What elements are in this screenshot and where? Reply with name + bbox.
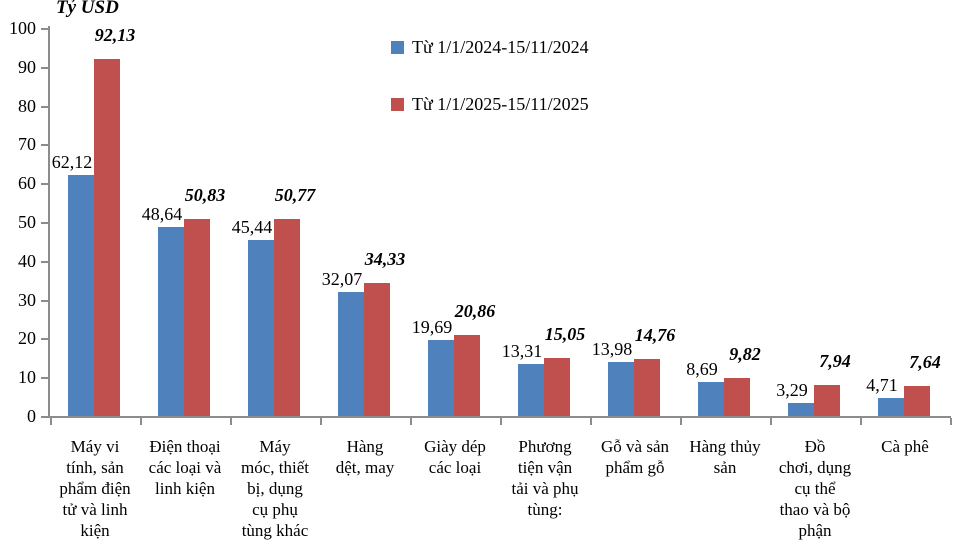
x-axis-tick-mark (680, 418, 682, 425)
value-label-2024-5: 19,69 (411, 317, 453, 337)
value-label-2025-1: 92,13 (94, 25, 136, 45)
x-axis-tick-mark (320, 418, 322, 425)
bar-2025-8 (724, 378, 750, 416)
value-label-2024-9: 3,29 (776, 380, 808, 400)
value-label-2025-9: 7,94 (819, 351, 851, 371)
bar-2025-9 (814, 385, 840, 416)
y-axis-tick-label: 80 (18, 95, 36, 116)
legend-swatch-2025-icon (391, 97, 404, 111)
value-label-2025-4: 34,33 (364, 249, 406, 269)
bar-2025-7 (634, 359, 660, 416)
y-axis-tick-mark (41, 416, 48, 418)
y-axis-tick-mark (41, 105, 48, 108)
x-axis-tick-mark (950, 418, 952, 425)
y-axis-line (48, 26, 50, 418)
x-axis-category-label-6: Phương tiện vận tải và phụ tùng: (511, 437, 579, 519)
y-axis-tick-label: 30 (18, 289, 36, 310)
value-label-2025-5: 20,86 (454, 301, 496, 321)
bar-2024-3 (248, 240, 274, 416)
y-axis-tick-mark (41, 144, 48, 147)
bar-2024-10 (878, 398, 904, 416)
bar-2024-9 (788, 403, 814, 416)
value-label-2025-3: 50,77 (274, 185, 316, 205)
x-axis-line (48, 416, 951, 418)
x-axis-tick-mark (140, 418, 142, 425)
bar-2025-1 (94, 59, 120, 416)
y-axis-tick-label: 0 (27, 406, 36, 426)
x-axis-category-label-10: Cà phê (881, 437, 929, 456)
y-axis-tick-mark (41, 299, 48, 302)
value-label-2024-10: 4,71 (866, 375, 898, 395)
y-axis-tick-label: 100 (9, 18, 36, 38)
x-axis-tick-mark (410, 418, 412, 425)
value-label-2024-6: 13,31 (501, 341, 543, 361)
y-axis-tick-mark (41, 66, 48, 69)
bar-2025-4 (364, 283, 390, 416)
value-label-2024-3: 45,44 (231, 217, 273, 237)
bar-2024-1 (68, 175, 94, 416)
legend-item-2025: Từ 1/1/2025-15/11/2025 (391, 94, 589, 114)
value-label-2025-10: 7,64 (909, 352, 941, 372)
legend-item-2024: Từ 1/1/2024-15/11/2024 (391, 37, 589, 57)
x-axis-category-label-5: Giày dép các loại (424, 437, 486, 477)
x-axis-category-label-2: Điện thoại các loại và linh kiện (148, 437, 222, 498)
x-axis-category-label-4: Hàng dệt, may (335, 437, 395, 477)
bar-2025-6 (544, 358, 570, 416)
y-axis-tick-label: 60 (18, 173, 36, 194)
legend-label-2024: Từ 1/1/2024-15/11/2024 (412, 36, 589, 57)
x-axis-category-label-3: Máy móc, thiết bị, dụng cụ phụ tùng khác (241, 437, 309, 540)
bar-2024-6 (518, 364, 544, 416)
value-label-2025-2: 50,83 (184, 185, 226, 205)
value-label-2025-8: 9,82 (729, 344, 761, 364)
bar-2024-2 (158, 227, 184, 416)
legend-swatch-2024-icon (391, 40, 404, 54)
y-axis-tick-mark (41, 28, 48, 30)
y-axis-tick-label: 10 (18, 367, 36, 388)
x-axis-category-label-7: Gỗ và sản phẩm gỗ (601, 437, 669, 477)
y-axis-tick-label: 40 (18, 250, 36, 271)
bar-2025-5 (454, 335, 480, 416)
chart-title: Tỷ USD (56, 0, 119, 18)
bar-2024-7 (608, 362, 634, 416)
y-axis-tick-mark (41, 183, 48, 186)
value-label-2024-8: 8,69 (686, 359, 718, 379)
y-axis-tick-mark (41, 338, 48, 341)
value-label-2024-4: 32,07 (321, 269, 363, 289)
x-axis-category-label-9: Đồ chơi, dụng cụ thể thao và bộ phận (778, 437, 852, 540)
value-label-2025-7: 14,76 (634, 325, 676, 345)
value-label-2024-2: 48,64 (141, 204, 183, 224)
y-axis-tick-label: 50 (18, 212, 36, 232)
value-label-2024-1: 62,12 (51, 152, 93, 172)
bar-2024-4 (338, 292, 364, 416)
y-axis-tick-mark (41, 377, 48, 380)
y-axis-tick-mark (41, 222, 48, 224)
y-axis-tick-label: 20 (18, 328, 36, 349)
y-axis-tick-label: 90 (18, 56, 36, 77)
value-label-2025-6: 15,05 (544, 324, 586, 344)
x-axis-category-label-8: Hàng thủy sản (689, 437, 761, 477)
bar-2024-5 (428, 340, 454, 416)
bar-2024-8 (698, 382, 724, 416)
x-axis-tick-mark (770, 418, 772, 425)
x-axis-tick-mark (230, 418, 232, 425)
bar-2025-10 (904, 386, 930, 416)
x-axis-tick-mark (50, 418, 52, 425)
legend-label-2025: Từ 1/1/2025-15/11/2025 (412, 93, 589, 114)
value-label-2024-7: 13,98 (591, 339, 633, 359)
bar-2025-3 (274, 219, 300, 416)
y-axis-tick-label: 70 (18, 134, 36, 155)
x-axis-tick-mark (860, 418, 862, 425)
x-axis-category-label-1: Máy vi tính, sản phẩm điện tử và linh ki… (59, 437, 131, 540)
x-axis-tick-mark (590, 418, 592, 425)
x-axis-tick-mark (500, 418, 502, 425)
bar-2025-2 (184, 219, 210, 416)
y-axis-tick-mark (41, 260, 48, 263)
